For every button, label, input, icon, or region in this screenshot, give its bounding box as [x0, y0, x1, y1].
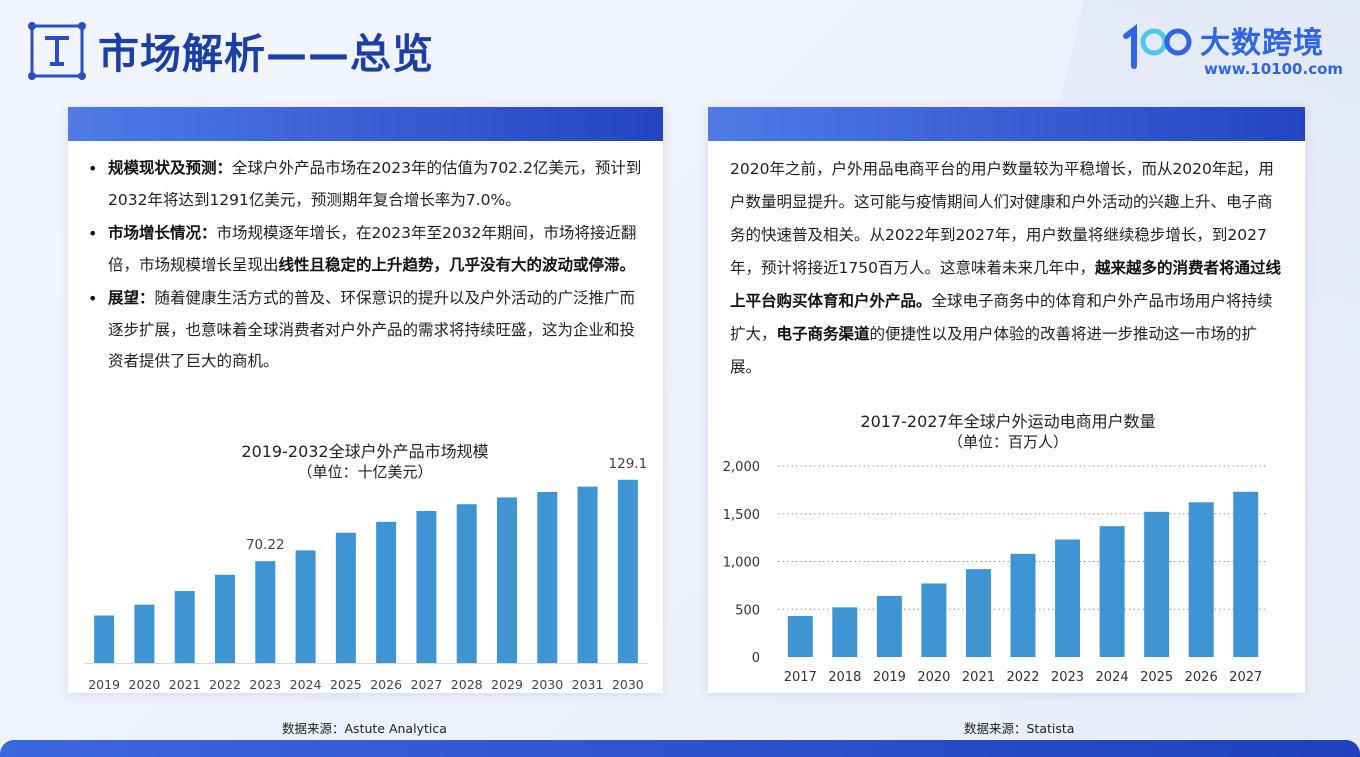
logo-name: 大数跨境 — [1200, 26, 1324, 61]
bullet-text: 随着健康生活方式的普及、环保意识的提升以及户外活动的广泛推广而逐步扩展，也意味着… — [108, 289, 636, 370]
logo-mark-icon — [1123, 24, 1192, 69]
right-panel-header-bar — [708, 107, 1305, 141]
x-tick-label: 2027 — [411, 677, 443, 692]
paragraph-text: 全球电子商务中的体育和户外产品市场用户将持续扩大， — [730, 292, 1273, 343]
bar — [787, 615, 813, 657]
right-panel: 2020年之前，户外用品电商平台的用户数量较为平稳增长，而从2020年起，用户数… — [708, 107, 1305, 693]
bar — [617, 479, 638, 663]
bullet-text: 市场规模逐年增长，在2023年至2032年期间，市场将接近翻倍，市场规模增长呈现… — [108, 224, 637, 274]
bar — [134, 604, 155, 663]
bar — [497, 497, 517, 663]
footer-bar — [0, 740, 1360, 757]
data-label: 70.22 — [246, 537, 285, 553]
x-tick-label: 2028 — [451, 677, 483, 692]
bar — [965, 569, 991, 657]
bar — [1144, 511, 1170, 657]
bar — [921, 583, 947, 657]
x-tick-label: 2017 — [784, 670, 817, 685]
left-source: 数据来源：Astute Analytica — [282, 721, 447, 736]
bar — [416, 511, 437, 663]
left-panel-header-bar — [68, 107, 663, 141]
page-title: 市场解析——总览 — [98, 30, 434, 78]
x-tick-label: 2019 — [88, 677, 120, 692]
x-tick-label: 2021 — [962, 670, 995, 685]
x-tick-label: 2022 — [1006, 670, 1039, 685]
bullet-heading: 市场增长情况： — [108, 224, 217, 242]
x-tick-label: 2029 — [491, 677, 523, 692]
bar — [215, 574, 235, 663]
x-tick-label: 2026 — [370, 677, 402, 692]
x-tick-label: 2030 — [531, 677, 563, 692]
bar — [255, 561, 276, 663]
x-tick-label: 2021 — [169, 677, 201, 692]
paragraph-text: 2020年之前，户外用品电商平台的用户数量较为平稳增长，而从2020年起，用户数… — [730, 160, 1274, 277]
bullet-heading: 规模现状及预测： — [108, 159, 233, 177]
left-bullet-list: 规模现状及预测：全球户外产品市场在2023年的估值为702.2亿美元，预计到20… — [68, 141, 663, 378]
y-tick-label: 1,000 — [723, 556, 760, 571]
x-tick-label: 2027 — [1229, 670, 1262, 685]
logo-url: www.10100.com — [1204, 60, 1344, 78]
paragraph-text: 越来越多的消费者将通过线上平台购买体育和户外产品。 — [730, 259, 1281, 310]
x-tick-label: 2030 — [612, 677, 644, 692]
y-tick-label: 0 — [752, 651, 760, 666]
y-tick-label: 2,000 — [723, 460, 760, 475]
x-tick-label: 2020 — [917, 670, 950, 685]
x-tick-label: 2024 — [1096, 670, 1129, 685]
chart-subtitle: （单位：百万人） — [948, 433, 1068, 451]
ecommerce-users-chart: 2017-2027年全球户外运动电商用户数量 （单位：百万人） 0 500 1,000 1… — [723, 412, 1268, 685]
x-tick-label: 2018 — [828, 670, 861, 685]
bar — [1010, 553, 1036, 657]
x-tick-label: 2025 — [330, 677, 362, 692]
x-tick-label: 2031 — [572, 677, 604, 692]
bar — [376, 521, 397, 663]
bar — [94, 615, 115, 663]
bar — [335, 532, 356, 663]
chart-title: 2017-2027年全球户外运动电商用户数量 — [860, 412, 1155, 431]
x-tick-label: 2020 — [129, 677, 161, 692]
bar — [832, 607, 858, 657]
bullet-item: 规模现状及预测：全球户外产品市场在2023年的估值为702.2亿美元，预计到20… — [86, 153, 643, 216]
bullet-text: 线性且稳定的上升趋势，几乎没有大的波动或停滞。 — [278, 255, 636, 274]
title-icon — [28, 22, 88, 80]
y-tick-label: 1,500 — [723, 508, 760, 523]
bar — [537, 492, 558, 663]
paragraph-text: 的便捷性以及用户体验的改善将进一步推动这一市场的扩展。 — [730, 325, 1258, 376]
chart-title: 2019-2032全球户外产品市场规模 — [241, 442, 488, 461]
y-tick-label: 500 — [735, 603, 760, 618]
right-source: 数据来源：Statista — [964, 721, 1075, 736]
bullet-item: 市场增长情况：市场规模逐年增长，在2023年至2032年期间，市场将接近翻倍，市… — [86, 218, 643, 281]
bar — [456, 504, 477, 663]
chart-subtitle: （单位：十亿美元） — [297, 463, 432, 481]
paragraph-text: 电子商务渠道 — [776, 325, 870, 343]
bullet-item: 展望：随着健康生活方式的普及、环保意识的提升以及户外活动的广泛推广而逐步扩展，也… — [86, 283, 643, 378]
brand-logo: 大数跨境 www.10100.com — [1120, 18, 1344, 80]
x-tick-label: 2023 — [249, 677, 281, 692]
bar — [1188, 502, 1214, 657]
right-paragraph: 2020年之前，户外用品电商平台的用户数量较为平稳增长，而从2020年起，用户数… — [708, 141, 1305, 384]
bar — [577, 486, 598, 663]
bullet-heading: 展望： — [108, 289, 155, 307]
data-label: 129.1 — [609, 456, 648, 472]
bar — [174, 591, 195, 663]
x-tick-label: 2022 — [209, 677, 241, 692]
bar — [295, 550, 316, 663]
bar — [1233, 491, 1259, 657]
bar — [1099, 526, 1125, 657]
x-tick-label: 2023 — [1051, 670, 1084, 685]
bullet-text: 全球户外产品市场在2023年的估值为702.2亿美元，预计到2032年将达到12… — [108, 159, 642, 209]
x-tick-label: 2024 — [290, 677, 322, 692]
bar — [876, 595, 902, 657]
x-tick-label: 2026 — [1185, 670, 1218, 685]
x-tick-label: 2019 — [873, 670, 906, 685]
x-tick-label: 2025 — [1140, 670, 1173, 685]
left-panel: 规模现状及预测：全球户外产品市场在2023年的估值为702.2亿美元，预计到20… — [68, 107, 663, 693]
market-size-chart: 2019-2032全球户外产品市场规模 （单位：十亿美元） 2019 2020 2021… — [84, 442, 648, 692]
bar — [1055, 539, 1081, 657]
